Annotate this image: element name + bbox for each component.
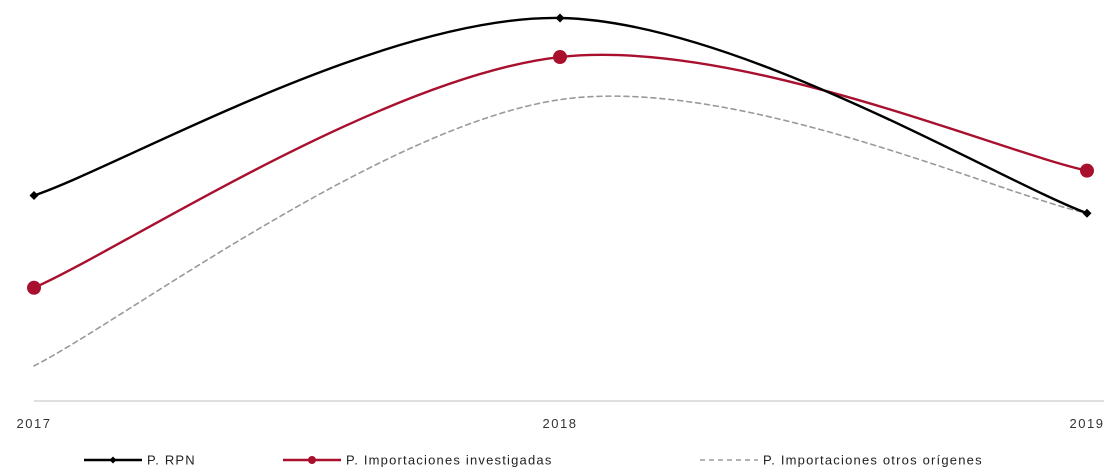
legend: P. RPN P. Importaciones investigadas P. Im… [84, 453, 983, 467]
data-point-p-importaciones-investigadas-2019 [1080, 163, 1094, 178]
legend-label-p-importaciones-otros-origenes: P. Importaciones otros orígenes [763, 453, 983, 467]
series-line-p-rpn [32, 16, 1089, 215]
x-tick-label-2019: 2019 [1070, 416, 1104, 431]
x-tick-label-2017: 2017 [17, 416, 52, 431]
legend-label-p-rpn: P. RPN [147, 453, 196, 467]
data-point-p-importaciones-investigadas-2017 [27, 280, 41, 295]
data-point-p-rpn-2018 [555, 13, 565, 23]
legend-item-p-importaciones-investigadas: P. Importaciones investigadas [283, 453, 553, 467]
x-tick-label-2018: 2018 [543, 416, 578, 431]
series-line-p-importaciones-investigadas [32, 53, 1089, 289]
legend-marker-p-importaciones-investigadas [308, 456, 316, 464]
legend-item-p-rpn: P. RPN [84, 453, 196, 467]
legend-label-p-importaciones-investigadas: P. Importaciones investigadas [346, 453, 553, 467]
legend-item-p-importaciones-otros-origenes: P. Importaciones otros orígenes [700, 453, 983, 467]
data-point-p-importaciones-investigadas-2018 [553, 50, 567, 65]
x-axis-ticks: 2017 2018 2019 [17, 416, 1104, 431]
series-layer [27, 13, 1094, 367]
legend-marker-p-rpn [109, 456, 117, 464]
data-point-p-rpn-2017 [29, 191, 39, 200]
series-line-p-importaciones-otros-origenes [33, 95, 1088, 367]
data-point-p-rpn-2019 [1082, 208, 1092, 218]
